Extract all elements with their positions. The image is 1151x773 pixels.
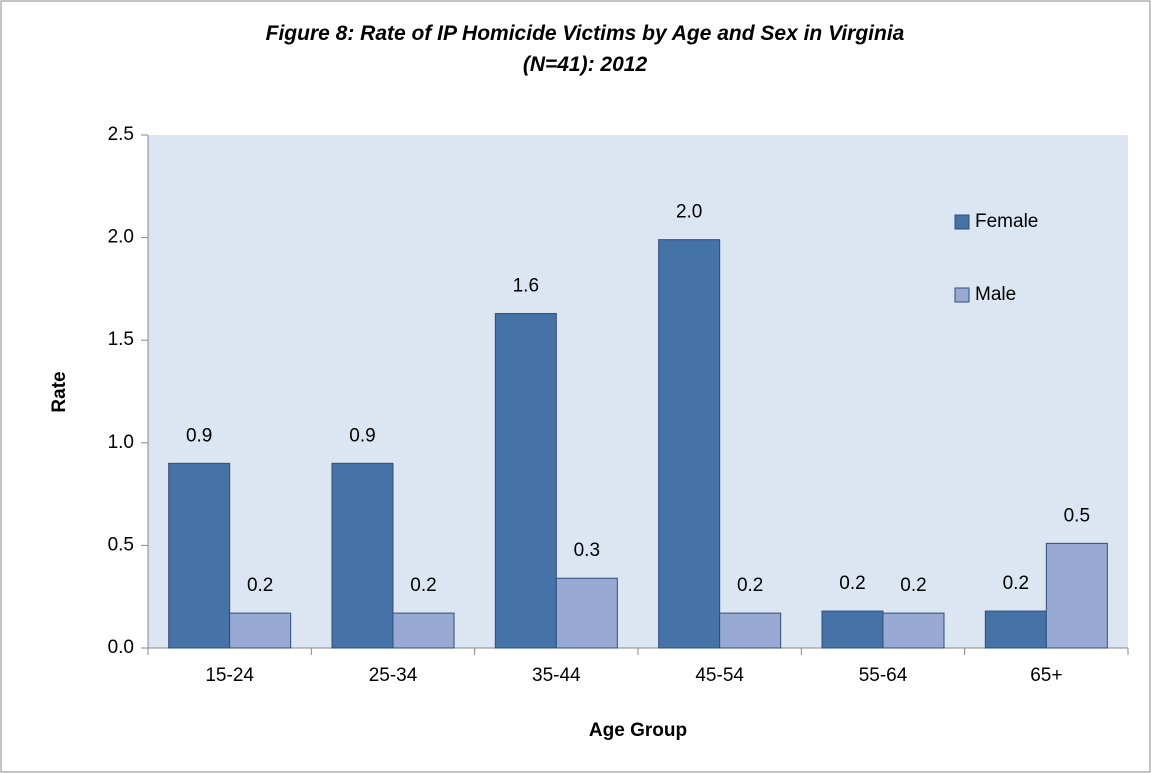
y-tick-label: 0.5: [108, 534, 134, 555]
data-label: 0.2: [410, 575, 436, 596]
data-label: 2.0: [676, 202, 702, 223]
y-tick-label: 0.0: [108, 637, 134, 658]
legend-swatch: [954, 214, 970, 230]
bar: [494, 313, 557, 649]
y-tick-label: 1.0: [108, 432, 134, 453]
x-tick-label: 35-44: [532, 665, 581, 686]
bar: [1045, 542, 1108, 649]
bar: [658, 239, 721, 649]
bar: [331, 462, 394, 649]
legend-swatch: [954, 287, 970, 303]
y-tick-label: 2.5: [108, 124, 134, 145]
data-label: 0.2: [900, 575, 926, 596]
data-label: 1.6: [513, 276, 539, 297]
data-label: 0.5: [1064, 505, 1090, 526]
bar: [229, 612, 292, 649]
data-label: 0.2: [839, 573, 865, 594]
data-label: 0.2: [737, 575, 763, 596]
bar: [984, 610, 1047, 649]
x-tick-label: 45-54: [695, 665, 744, 686]
bar: [555, 577, 618, 649]
x-tick-label: 15-24: [205, 665, 254, 686]
data-label: 0.9: [349, 425, 375, 446]
x-axis-label: Age Group: [589, 720, 687, 741]
x-tick-label: 55-64: [859, 665, 908, 686]
x-tick-label: 25-34: [369, 665, 418, 686]
data-label: 0.2: [1003, 573, 1029, 594]
y-tick-label: 2.0: [108, 227, 134, 248]
data-label: 0.2: [247, 575, 273, 596]
y-axis-label: Rate: [49, 371, 70, 412]
bar: [719, 612, 782, 649]
bar: [821, 610, 884, 649]
bar: [882, 612, 945, 649]
legend-label: Male: [975, 284, 1016, 305]
data-label: 0.9: [186, 425, 212, 446]
bar: [392, 612, 455, 649]
y-tick-label: 1.5: [108, 329, 134, 350]
legend-label: Female: [975, 211, 1038, 232]
bar: [168, 462, 231, 649]
chart-title: Figure 8: Rate of IP Homicide Victims by…: [265, 22, 905, 76]
data-label: 0.3: [574, 540, 600, 561]
x-tick-label: 65+: [1030, 665, 1062, 686]
